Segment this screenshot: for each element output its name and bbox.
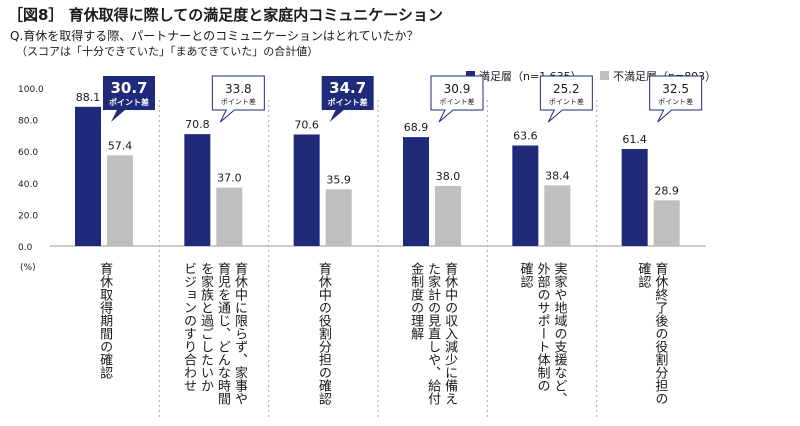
y-tick-label: 40.0 <box>18 180 38 190</box>
difference-callout <box>321 76 374 122</box>
category-label: 育休中の収入減少に備え <box>442 261 458 405</box>
bar-satisfied <box>403 137 429 246</box>
difference-callout <box>430 75 484 123</box>
bar-satisfied <box>621 148 648 246</box>
category-label: 外部のサポート体制の <box>535 262 551 392</box>
data-label-satisfied: 61.4 <box>622 133 647 146</box>
difference-value: 25.2 <box>553 82 580 96</box>
page-title: ［図8］ 育休取得に際しての満足度と家庭内コミュニケーション <box>8 6 443 24</box>
data-label-unsatisfied: 38.0 <box>436 170 461 183</box>
difference-value: 30.7 <box>110 79 147 97</box>
category-label: 確認 <box>518 261 534 288</box>
data-label-unsatisfied: 35.9 <box>326 173 351 186</box>
category-label: た家計の見直しや、給付 <box>425 262 441 405</box>
bar-satisfied <box>293 134 320 246</box>
y-tick-label: 60.0 <box>18 148 38 158</box>
y-tick-label: 20.0 <box>18 211 38 221</box>
category-label: 実家や地域の支援など、 <box>552 261 568 405</box>
bar-unsatisfied <box>653 200 680 246</box>
bar-unsatisfied <box>435 185 461 246</box>
bar-unsatisfied <box>107 155 133 246</box>
data-label-satisfied: 70.8 <box>185 118 210 131</box>
bar-unsatisfied <box>325 189 352 246</box>
difference-label: ポイント差 <box>221 97 256 106</box>
data-label-satisfied: 70.6 <box>294 118 319 131</box>
difference-value: 32.5 <box>662 82 689 96</box>
y-tick-label: 100.0 <box>18 85 44 95</box>
difference-callout <box>649 75 703 123</box>
difference-label: ポイント差 <box>109 97 149 107</box>
category-label: ビジョンのすり合わせ <box>181 262 197 392</box>
difference-callout <box>103 76 155 122</box>
difference-label: ポイント差 <box>658 97 693 106</box>
bar-satisfied <box>75 106 101 246</box>
category-label: 育休中の役割分担の確認 <box>316 261 332 405</box>
difference-callout <box>211 75 265 123</box>
bar-unsatisfied <box>544 185 571 246</box>
difference-label: ポイント差 <box>328 97 368 107</box>
bar-unsatisfied <box>216 187 243 246</box>
data-label-unsatisfied: 38.4 <box>545 169 570 182</box>
category-label: を家族と過ごしたいか <box>198 262 214 392</box>
difference-callout <box>539 75 593 123</box>
category-label: 育児を通じ、どんな時間 <box>215 261 231 406</box>
data-label-satisfied: 68.9 <box>404 121 429 134</box>
y-unit-label: (%) <box>20 263 36 273</box>
difference-label: ポイント差 <box>549 97 584 106</box>
bar-satisfied <box>184 134 211 246</box>
category-label: 育休終了後の役割分担の <box>652 261 668 405</box>
data-label-unsatisfied: 28.9 <box>654 184 679 197</box>
y-tick-label: 0.0 <box>18 243 33 253</box>
difference-value: 34.7 <box>329 79 366 97</box>
bar-satisfied <box>512 145 539 246</box>
data-label-satisfied: 88.1 <box>76 91 101 104</box>
difference-value: 30.9 <box>444 82 471 96</box>
category-label: 育休取得期間の確認 <box>97 261 113 379</box>
data-label-unsatisfied: 57.4 <box>108 139 133 152</box>
difference-label: ポイント差 <box>440 97 475 106</box>
data-label-satisfied: 63.6 <box>513 130 538 143</box>
category-label: 金制度の理解 <box>408 261 424 341</box>
survey-question: Q.育休を取得する際、パートナーとのコミュニケーションはとれていたか？ <box>10 29 419 43</box>
category-label: 確認 <box>635 261 651 288</box>
legend-swatch-unsatisfied <box>600 71 609 80</box>
difference-value: 33.8 <box>225 82 252 96</box>
y-tick-label: 80.0 <box>18 117 38 127</box>
data-label-unsatisfied: 37.0 <box>217 172 242 185</box>
category-label: 育休中に限らず、家事や <box>232 261 248 405</box>
score-note: （スコアは「十分できていた」「まあできていた」の合計値） <box>16 45 319 58</box>
